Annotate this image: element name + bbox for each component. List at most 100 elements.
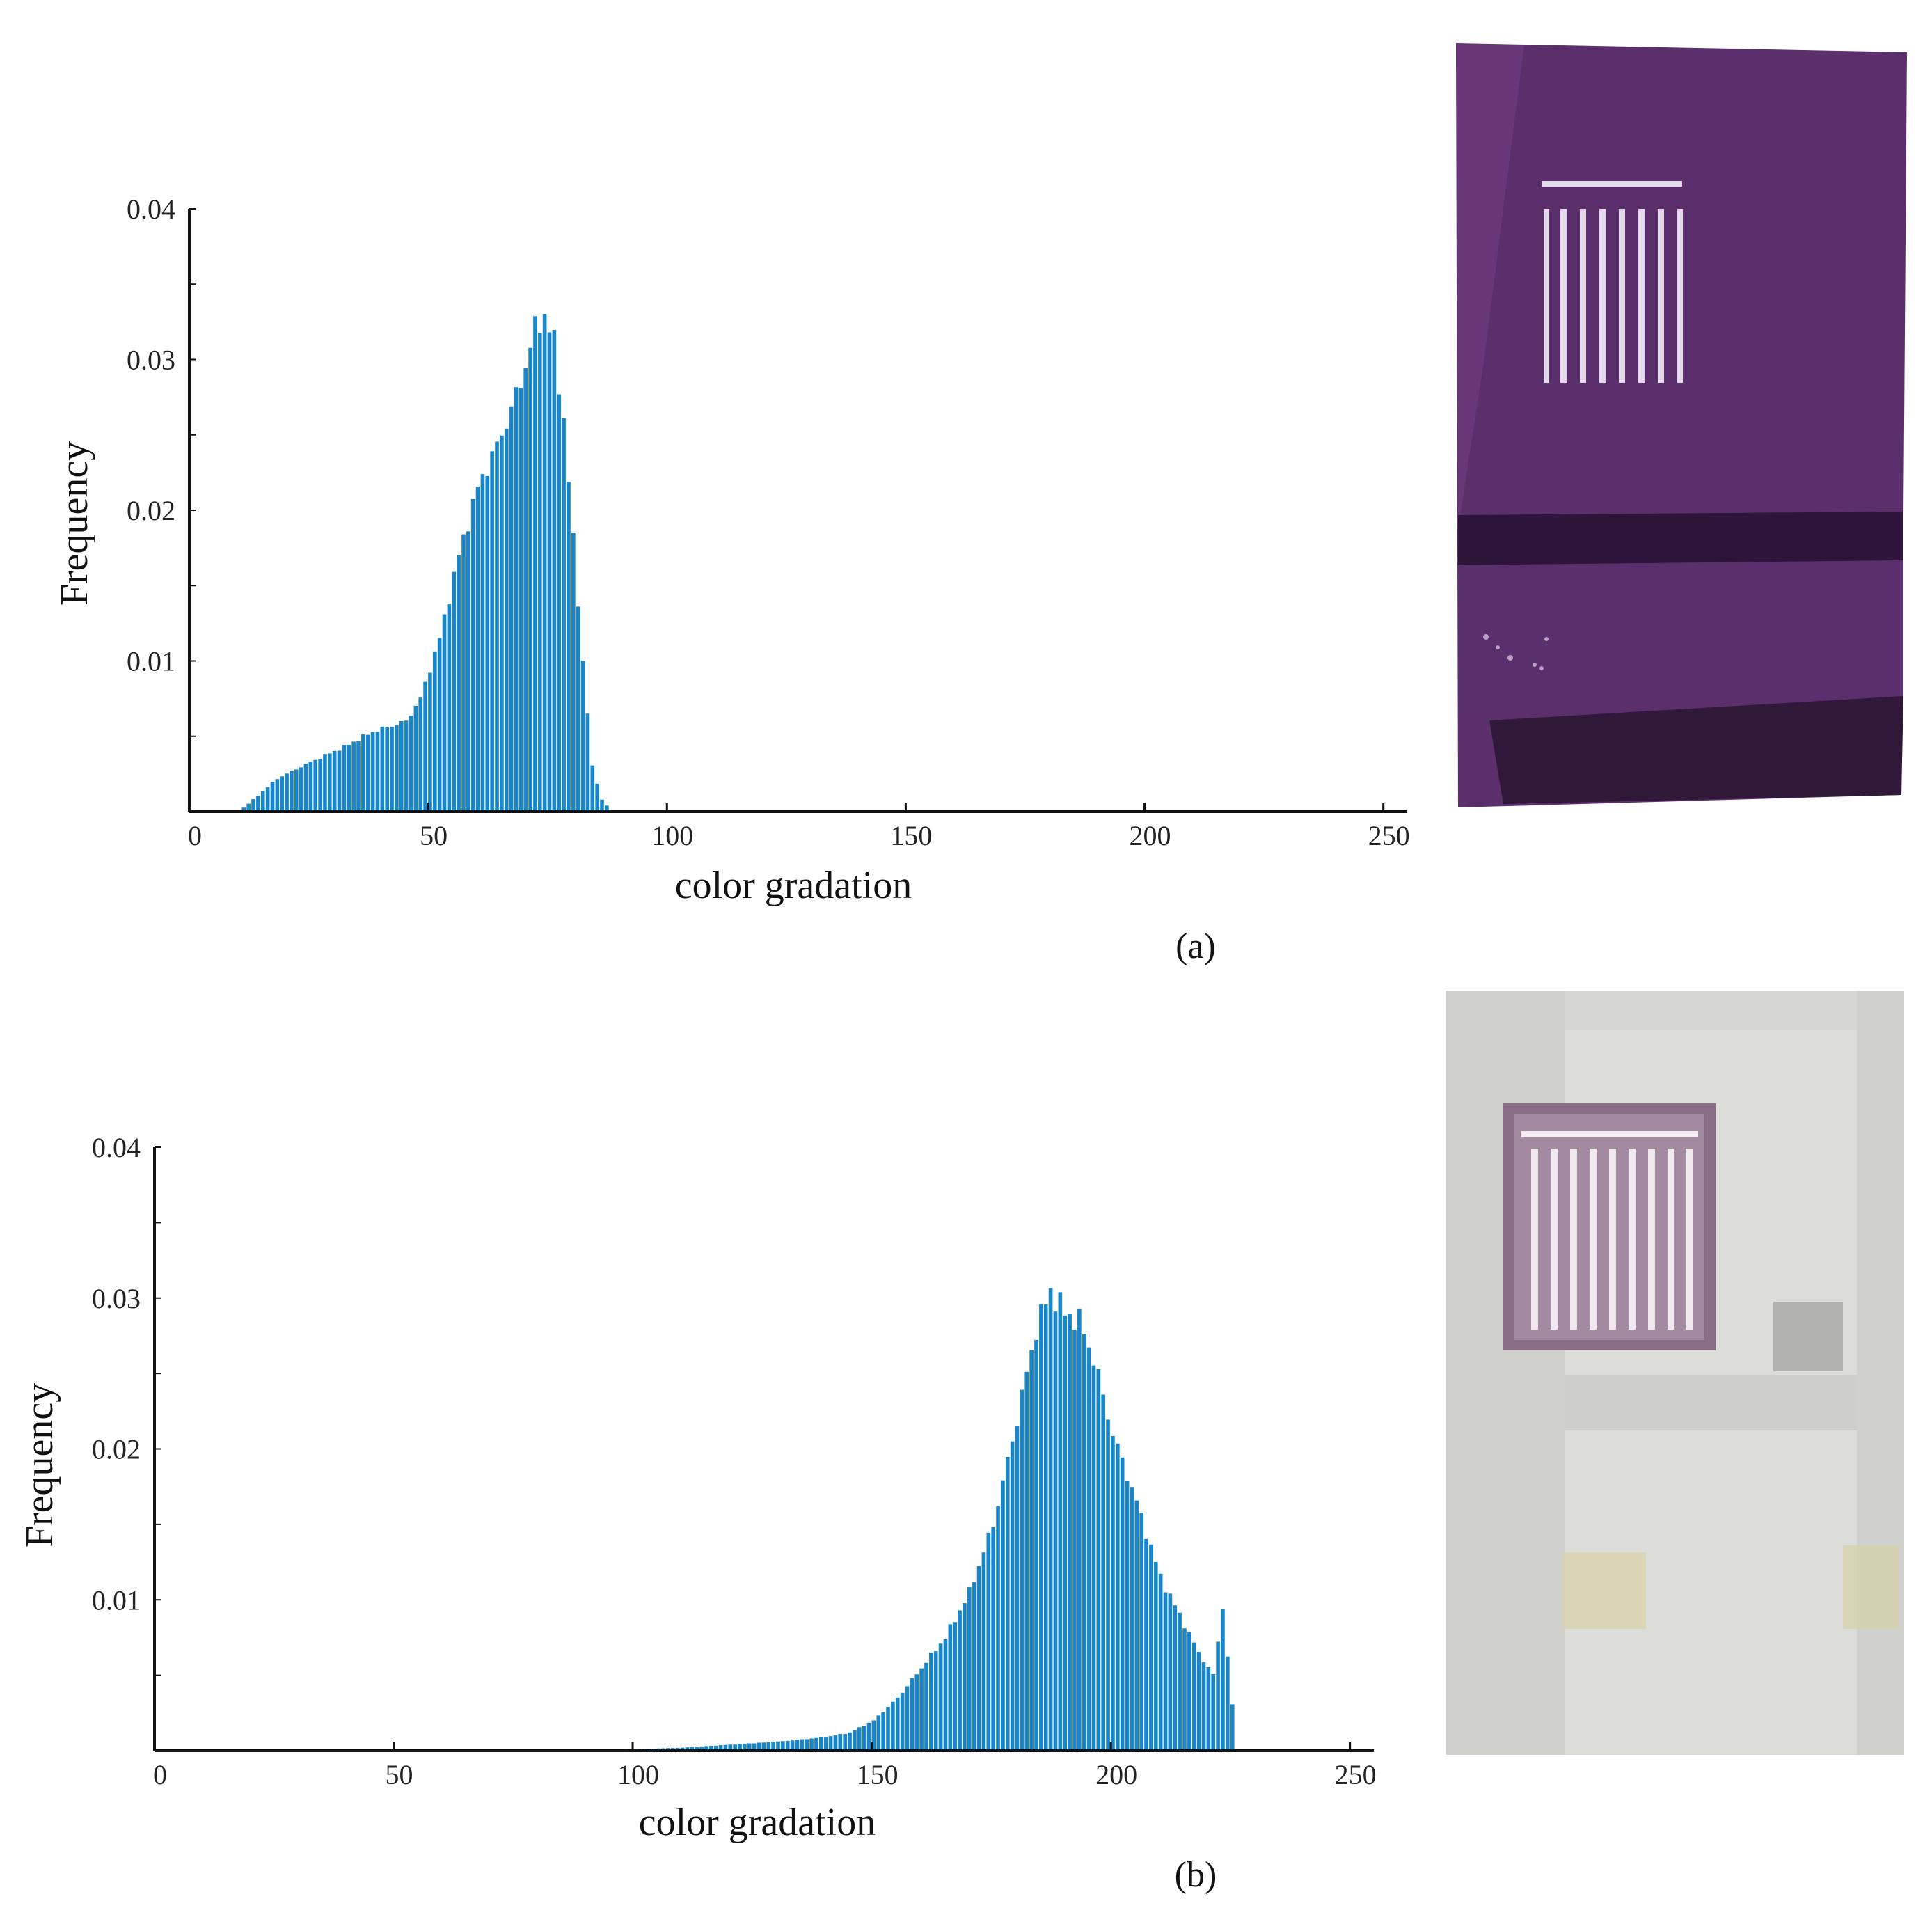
histogram-b-bar (1111, 1435, 1115, 1751)
histogram-b-bar (718, 1745, 723, 1751)
histogram-b-bar (910, 1678, 914, 1751)
histogram-b-bar (853, 1730, 857, 1751)
point-cloud-image-a (1456, 43, 1907, 807)
histogram-a-bar (571, 532, 576, 812)
histogram-b-bar (1015, 1426, 1020, 1751)
histogram-a-bar (542, 314, 547, 812)
histogram-a-bar (605, 805, 609, 812)
histogram-a-bars (242, 314, 609, 812)
histogram-b-bar (1043, 1304, 1048, 1751)
histogram-a-bar (242, 807, 246, 812)
histogram-b-bar (833, 1735, 838, 1751)
histogram-b-x-ticks: 0 50 100 150 200 250 (153, 1742, 1377, 1790)
panel-label-a: (a) (1175, 927, 1216, 966)
histogram-a-bar (475, 487, 480, 812)
histogram-b-bar (752, 1743, 757, 1751)
histogram-a-bar (260, 791, 265, 812)
histogram-b-bar (680, 1747, 685, 1751)
histogram-a-bar (533, 316, 537, 812)
histogram-a-bar (433, 651, 437, 812)
histogram-a-x-tick-label: 150 (890, 820, 932, 851)
histogram-a-bar (470, 498, 475, 812)
histogram-a-bar (265, 787, 270, 812)
histogram-b-bar (929, 1653, 933, 1751)
histogram-b-bar (871, 1720, 876, 1751)
histogram-a-y-tick-label: 0.02 (127, 495, 175, 526)
histogram-b-y-ticks: 0.01 0.02 0.03 0.04 (92, 1132, 161, 1676)
histogram-b-bar (776, 1741, 780, 1751)
histogram-a-bar (361, 734, 365, 812)
histogram-b-bar (976, 1566, 981, 1751)
histogram-a-bar (500, 435, 504, 812)
histogram-b-bar (795, 1740, 800, 1751)
histogram-a-bar (246, 803, 251, 812)
histogram-b-bar (1058, 1292, 1063, 1751)
histogram-b-bars (541, 1288, 1235, 1751)
histogram-a-bar (308, 762, 313, 812)
histogram-b-bar (924, 1662, 928, 1751)
histogram-b-bar (1106, 1419, 1110, 1751)
histogram-b-bar (967, 1587, 972, 1751)
histogram-a-bar (537, 333, 542, 812)
histogram-b-bar (800, 1739, 805, 1751)
histogram-b-bar (866, 1722, 871, 1751)
histogram-a-bar (461, 534, 466, 812)
histogram-a-bar (399, 721, 404, 812)
histogram-a-bar (328, 753, 332, 812)
histogram-b-bar (1226, 1656, 1230, 1751)
histogram-a-bar (365, 734, 370, 812)
histogram-a-bar (428, 672, 432, 812)
histogram-b-bar (1086, 1347, 1091, 1751)
histogram-b-bar (704, 1746, 708, 1751)
histogram-a-bar (342, 744, 347, 812)
histogram-b: 0 50 100 150 200 250 0.01 0.02 0.03 0.04 color g… (18, 1132, 1377, 1895)
histogram-b-bar (1063, 1315, 1068, 1751)
histogram-b-bar (1077, 1308, 1082, 1751)
histogram-b-bar (1191, 1642, 1196, 1751)
histogram-a-bar (437, 638, 442, 812)
histogram-a-bar (303, 763, 308, 812)
histogram-b-ylabel: Frequency (18, 1383, 61, 1547)
histogram-a-bar (452, 571, 457, 812)
histogram-a-bar (600, 799, 604, 812)
histogram-a-bar (418, 697, 423, 812)
histogram-b-bar (843, 1734, 847, 1751)
histogram-b-bar (886, 1707, 890, 1751)
histogram-a-bar (294, 769, 299, 812)
histogram-b-bar (695, 1747, 699, 1751)
histogram-a-x-tick-label: 200 (1130, 820, 1171, 851)
histogram-b-bar (895, 1697, 900, 1751)
histogram-b-bar (1091, 1365, 1096, 1751)
histogram-a-bar (290, 771, 294, 812)
histogram-b-x-tick-label: 50 (386, 1759, 413, 1790)
histogram-b-bar (1196, 1652, 1201, 1751)
histogram-a-bar (270, 782, 275, 812)
histogram-b-x-tick-label: 200 (1095, 1759, 1137, 1790)
histogram-b-bar (738, 1744, 742, 1751)
histogram-a-bar (423, 681, 427, 812)
histogram-b-bar (1072, 1330, 1077, 1751)
histogram-a-bar (356, 741, 361, 812)
histogram-a-bar (547, 332, 552, 812)
histogram-b-bar (919, 1668, 924, 1751)
histogram-b-bar (862, 1726, 866, 1751)
histogram-b-bar (1024, 1371, 1029, 1751)
histogram-b-y-tick-label: 0.02 (92, 1434, 141, 1465)
histogram-b-bar (857, 1727, 862, 1751)
histogram-b-bar (1020, 1389, 1024, 1751)
histogram-a-bar (447, 604, 452, 812)
histogram-b-bar (876, 1715, 881, 1751)
histogram-a-bar (552, 330, 557, 812)
histogram-b-bar (1101, 1394, 1106, 1751)
histogram-b-bar (958, 1610, 962, 1751)
histogram-a-bar (567, 482, 571, 812)
histogram-a-x-ticks: 0 50 100 150 200 250 (188, 803, 1410, 851)
histogram-a-y-tick-label: 0.04 (127, 194, 175, 225)
histogram-a-bar (275, 779, 280, 812)
histogram-b-bar (1029, 1350, 1034, 1751)
histogram-a-bar (299, 767, 303, 812)
histogram-a-bar (370, 732, 375, 812)
histogram-b-bar (1039, 1304, 1043, 1751)
histogram-a-bar (528, 347, 532, 812)
